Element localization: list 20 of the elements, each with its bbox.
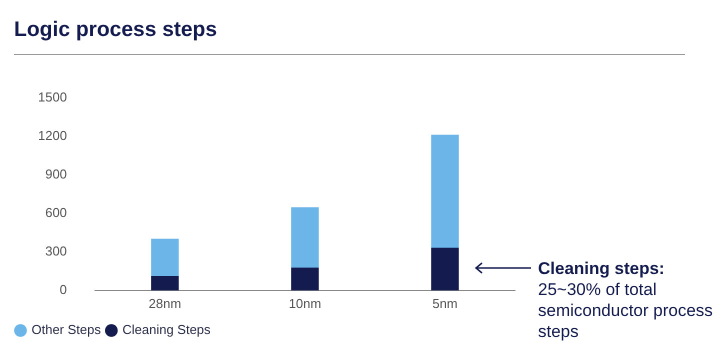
y-tick-label: 1200 <box>38 128 67 143</box>
bar <box>151 238 179 277</box>
bar <box>431 248 459 290</box>
x-tick-label: 28nm <box>148 296 182 311</box>
y-tick-label: 0 <box>60 282 67 297</box>
bar <box>291 207 319 268</box>
y-tick-label: 600 <box>45 204 67 220</box>
bar <box>151 276 179 290</box>
x-tick-label: 5nm <box>432 296 458 311</box>
legend-label: Other Steps <box>32 322 102 338</box>
x-tick-label: 10nm <box>288 296 322 311</box>
bar <box>431 134 459 248</box>
y-tick-label: 300 <box>45 243 67 258</box>
bar <box>291 268 319 290</box>
legend-label: Cleaning Steps <box>122 322 212 338</box>
chart-title: Logic process steps <box>14 18 218 42</box>
text: 25~30% of total semiconductor process steps <box>538 279 714 342</box>
y-tick-label: 1500 <box>38 89 67 104</box>
text: Cleaning steps: <box>538 258 666 279</box>
y-tick-label: 900 <box>45 166 67 182</box>
